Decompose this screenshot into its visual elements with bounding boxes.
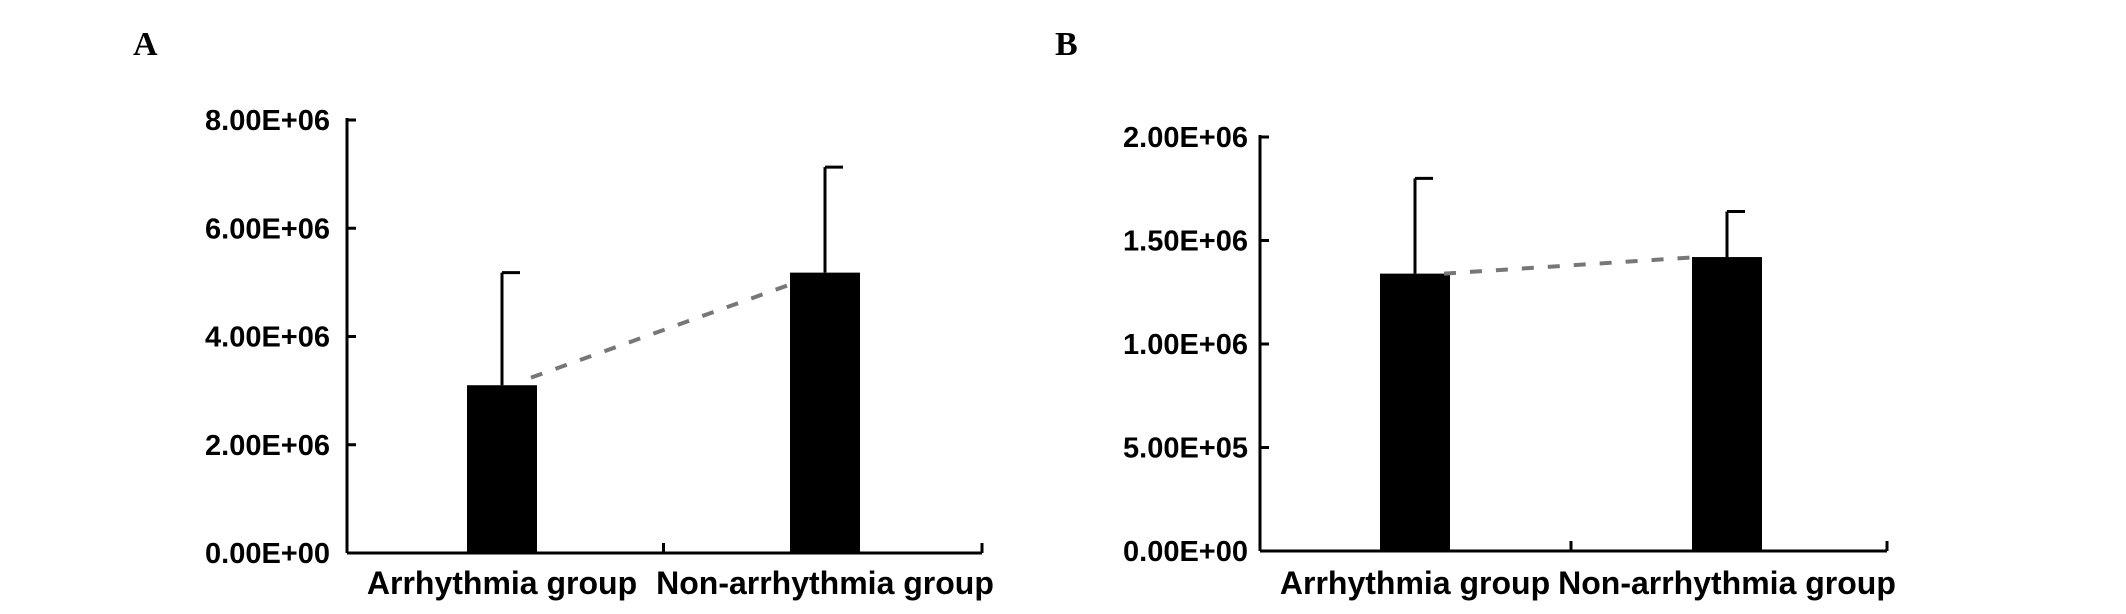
panel-a-y-tick-label-4: 6.00E+06 bbox=[205, 213, 330, 245]
panel-label-a: A bbox=[133, 26, 158, 63]
panel-b-bar-2 bbox=[1692, 257, 1762, 551]
panel-a-bar-2 bbox=[790, 272, 860, 553]
panel-b-category-label-2: Non-arrhythmia group bbox=[1558, 565, 1896, 601]
panel-b-y-tick-label-2: 5.00E+05 bbox=[1123, 433, 1248, 465]
panel-a-y-tick-label-2: 2.00E+06 bbox=[205, 430, 330, 462]
panel-a-trend-line bbox=[530, 280, 797, 380]
panel-b-y-tick-label-1: 0.00E+00 bbox=[1123, 536, 1248, 568]
panel-a-category-label-2: Non-arrhythmia group bbox=[656, 565, 994, 601]
panel-label-b: B bbox=[1055, 26, 1078, 63]
panel-a-y-tick-label-5: 8.00E+06 bbox=[205, 105, 330, 137]
panel-b-y-tick-label-3: 1.00E+06 bbox=[1123, 329, 1248, 361]
panel-b-category-label-1: Arrhythmia group bbox=[1280, 565, 1550, 601]
panel-a-category-label-1: Arrhythmia group bbox=[367, 565, 637, 601]
panel-b-y-tick-label-5: 2.00E+06 bbox=[1123, 122, 1248, 154]
panel-a-bar-1 bbox=[467, 385, 537, 553]
panel-a-y-tick-label-3: 4.00E+06 bbox=[205, 322, 330, 354]
panel-b-trend-line bbox=[1443, 255, 1699, 276]
panel-a-y-tick-label-1: 0.00E+00 bbox=[205, 538, 330, 570]
panel-b-bar-1 bbox=[1380, 273, 1450, 551]
panel-b-y-tick-label-4: 1.50E+06 bbox=[1123, 226, 1248, 258]
